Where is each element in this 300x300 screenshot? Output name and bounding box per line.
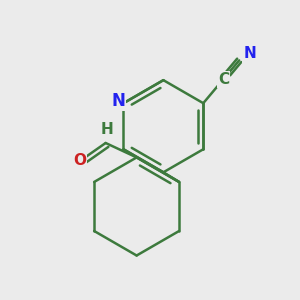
Text: N: N (111, 92, 125, 110)
Text: H: H (101, 122, 113, 137)
Text: O: O (73, 153, 86, 168)
Text: N: N (244, 46, 256, 62)
Text: C: C (218, 72, 229, 87)
